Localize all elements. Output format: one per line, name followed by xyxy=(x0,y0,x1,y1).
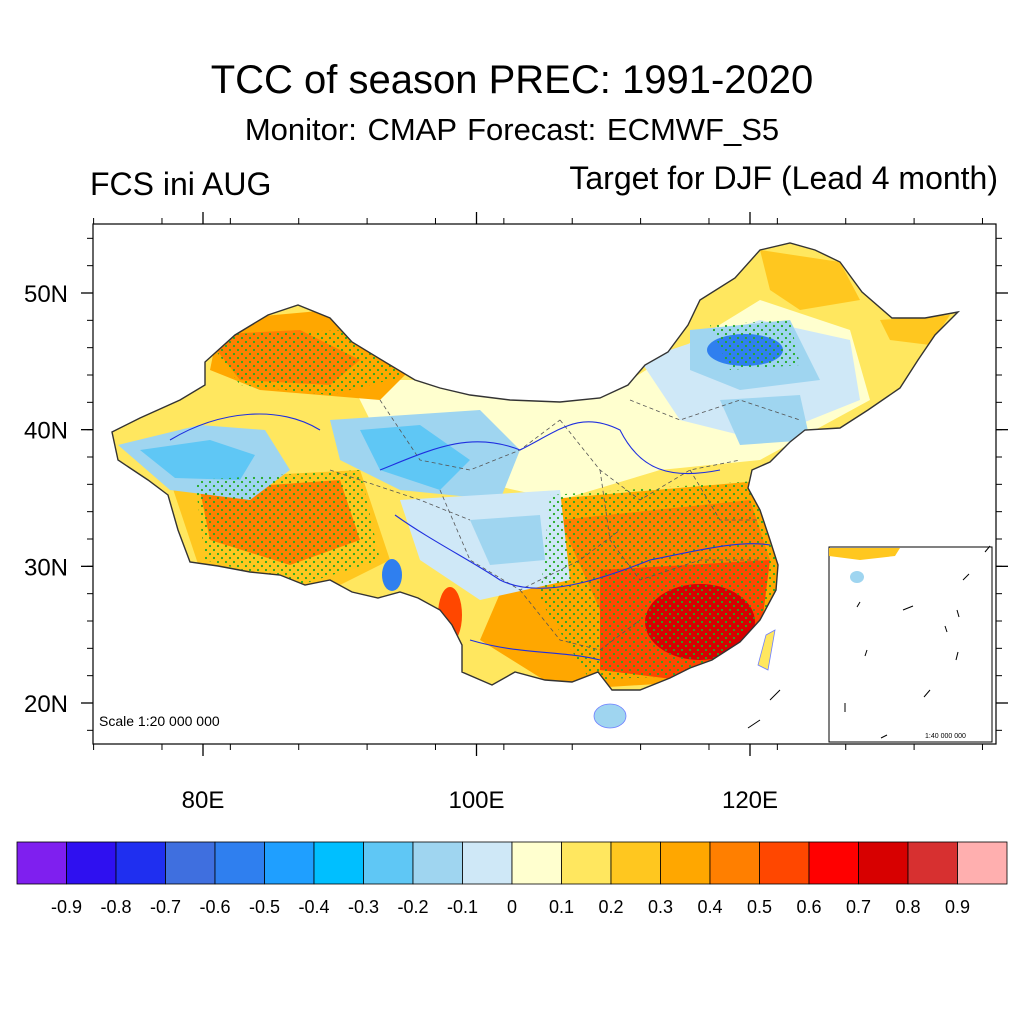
taiwan-island xyxy=(757,629,776,671)
x-tick-label: 80E xyxy=(182,787,225,814)
colorbar-label: -0.8 xyxy=(100,897,131,917)
colorbar-swatch xyxy=(165,841,216,885)
colorbar-label: -0.1 xyxy=(447,897,478,917)
colorbar-label: 0.3 xyxy=(648,897,673,917)
colorbar-swatch xyxy=(115,841,166,885)
colorbar-swatch xyxy=(412,841,463,885)
colorbar-label: 0.2 xyxy=(598,897,623,917)
colorbar-swatch xyxy=(759,841,810,885)
colorbar-label: 0.4 xyxy=(697,897,722,917)
colorbar-label: -0.9 xyxy=(51,897,82,917)
colorbar-label: 0.7 xyxy=(846,897,871,917)
colorbar-swatch xyxy=(462,841,513,885)
colorbar-swatch xyxy=(907,841,958,885)
colorbar-swatch xyxy=(363,841,414,885)
colorbar-label: 0.5 xyxy=(747,897,772,917)
colorbar-swatch xyxy=(709,841,760,885)
province-boundaries xyxy=(329,399,801,651)
scale-label: Scale 1:20 000 000 xyxy=(99,713,220,729)
x-tick-label: 120E xyxy=(722,787,778,814)
colorbar-swatch xyxy=(214,841,265,885)
init-label: FCS ini AUG xyxy=(90,166,272,202)
colorbar-swatch xyxy=(511,841,562,885)
colorbar-label: -0.4 xyxy=(298,897,329,917)
x-tick-label: 100E xyxy=(448,787,504,814)
colorbar-label: -0.2 xyxy=(397,897,428,917)
inset-map: 1:40 000 000 xyxy=(747,545,993,743)
colorbar-swatch xyxy=(957,841,1008,885)
colorbar-label: -0.7 xyxy=(150,897,181,917)
rivers xyxy=(169,413,771,661)
colorbar-swatch xyxy=(808,841,859,885)
target-label: Target for DJF (Lead 4 month) xyxy=(569,160,998,196)
colorbar-label: -0.5 xyxy=(249,897,280,917)
colorbar-swatch xyxy=(610,841,661,885)
y-tick-label: 50N xyxy=(24,281,68,308)
colorbar-label: 0 xyxy=(507,897,517,917)
hainan-island xyxy=(593,703,627,729)
colorbar-swatch xyxy=(660,841,711,885)
y-tick-label: 40N xyxy=(24,418,68,445)
y-tick-label: 20N xyxy=(24,691,68,718)
y-tick-label: 30N xyxy=(24,554,68,581)
colorbar-label: 0.6 xyxy=(796,897,821,917)
colorbar-label: 0.8 xyxy=(895,897,920,917)
colorbar-swatch xyxy=(66,841,117,885)
colorbar-swatch xyxy=(561,841,612,885)
chart-title: TCC of season PREC: 1991-2020 xyxy=(210,58,814,102)
colorbar: -0.9 -0.8 -0.7 -0.6 -0.5 -0.4 -0.3 -0.2 -0.1 0 0.1… xyxy=(16,841,1008,917)
chart-subtitle: Monitor: CMAP Forecast: ECMWF_S5 xyxy=(244,112,780,147)
axes: 80E 100E 120E 50N 40N 30N 20N xyxy=(24,212,1008,814)
colorbar-label: -0.3 xyxy=(348,897,379,917)
inset-scale-label: 1:40 000 000 xyxy=(925,733,966,740)
colorbar-label: 0.1 xyxy=(549,897,574,917)
colorbar-label: 0.9 xyxy=(945,897,970,917)
colorbar-swatch xyxy=(858,841,909,885)
colorbar-swatch xyxy=(313,841,364,885)
colorbar-swatch xyxy=(16,841,67,885)
colorbar-swatch xyxy=(264,841,315,885)
colorbar-label: -0.6 xyxy=(199,897,230,917)
